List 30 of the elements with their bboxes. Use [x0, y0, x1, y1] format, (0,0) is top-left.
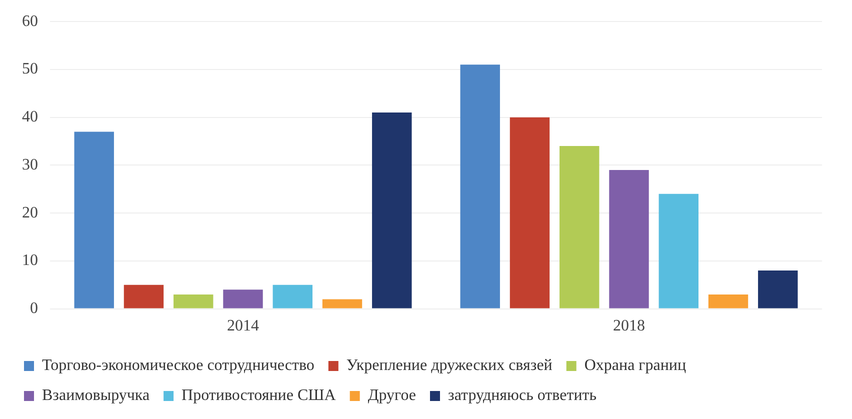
y-tick-label: 10	[22, 252, 38, 270]
legend-label: Торгово-экономическое сотрудничество	[42, 357, 314, 374]
legend-label: Взаимовыручка	[42, 387, 150, 404]
y-tick-label: 20	[22, 204, 38, 222]
legend-label: Противостояние США	[182, 387, 336, 404]
bar	[560, 146, 600, 308]
y-tick-label: 30	[22, 156, 38, 174]
bar	[460, 64, 500, 308]
bar	[223, 290, 263, 308]
bar	[658, 194, 698, 308]
legend-label: затрудняюсь ответить	[448, 387, 597, 404]
bar	[510, 117, 550, 308]
x-tick-label: 2014	[227, 318, 259, 335]
bar	[372, 112, 412, 308]
x-tick-label: 2018	[613, 318, 645, 335]
bar	[74, 132, 114, 308]
bar	[124, 284, 164, 308]
bar	[708, 294, 748, 308]
y-tick-label: 50	[22, 60, 38, 78]
y-tick-label: 40	[22, 108, 38, 126]
y-tick-label: 0	[30, 300, 38, 318]
legend-label: Охрана границ	[584, 357, 686, 374]
bar	[322, 299, 362, 308]
legend-label: Другое	[368, 387, 416, 404]
bar	[609, 170, 649, 308]
legend-label: Укрепление дружеских связей	[346, 357, 553, 374]
bar	[272, 284, 312, 308]
bar	[174, 294, 214, 308]
bar	[758, 270, 798, 308]
y-tick-label: 60	[22, 12, 38, 30]
